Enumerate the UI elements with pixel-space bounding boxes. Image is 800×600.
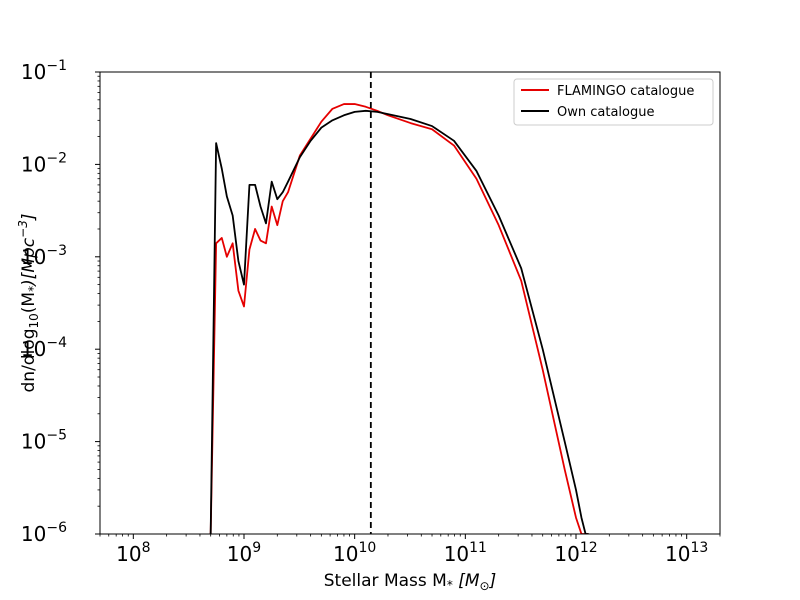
x-tick-label: 1012	[554, 540, 597, 566]
y-tick-label: 10−6	[21, 520, 67, 546]
y-tick-label: 10−4	[21, 335, 67, 361]
series-line-flamingo-catalogue	[209, 103, 589, 534]
legend-label-flamingo: FLAMINGO catalogue	[557, 84, 694, 99]
y-tick-labels: 10−6 10−5 10−4 10−3 10−2 10−1	[21, 58, 67, 546]
plot-frame	[99, 71, 721, 535]
x-tick-label: 1010	[333, 540, 376, 566]
plot-clip-group	[209, 72, 589, 534]
legend: FLAMINGO catalogue Own catalogue	[513, 78, 714, 126]
x-tick-label: 1013	[665, 540, 708, 566]
y-tick-label: 10−3	[21, 243, 67, 269]
x-tick-label: 1011	[444, 540, 487, 566]
x-axis-label: Stellar Mass M* [M⊙]	[324, 571, 496, 593]
y-tick-label: 10−1	[21, 58, 67, 84]
series-line-own-catalogue	[209, 109, 589, 534]
y-axis-label: dn/dlog10(M*)[Mpc−3]	[16, 213, 41, 392]
x-tick-label: 108	[116, 540, 150, 566]
legend-label-own: Own catalogue	[557, 105, 654, 120]
x-tick-labels: 108 109 1010 1011 1012 1013	[116, 540, 708, 566]
y-tick-label: 10−2	[21, 150, 67, 176]
y-tick-label: 10−5	[21, 428, 67, 454]
legend-box	[513, 78, 714, 126]
plot-area	[100, 72, 720, 534]
series-layer	[209, 103, 589, 534]
x-tick-label: 109	[227, 540, 261, 566]
